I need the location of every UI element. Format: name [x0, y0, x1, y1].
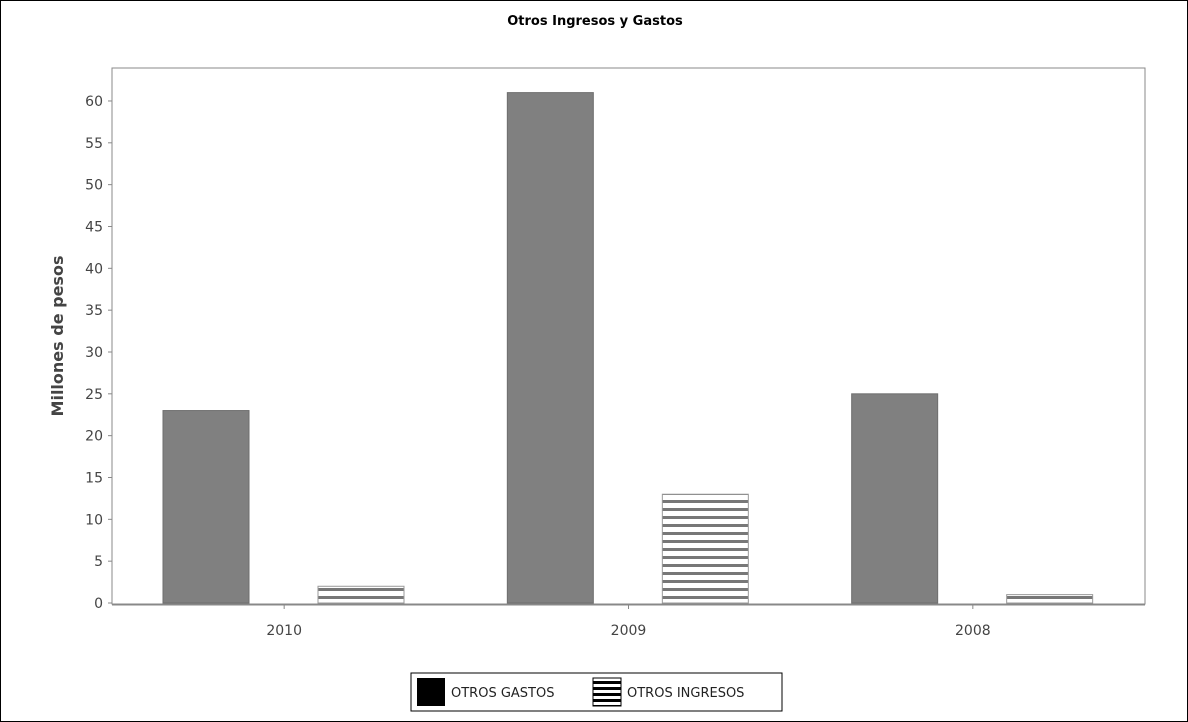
legend-swatch-otros-gastos [417, 678, 445, 706]
y-tick-label: 15 [85, 470, 103, 486]
x-axis-ticks: 2010 2009 2008 [112, 604, 1145, 639]
legend-swatch-otros-ingresos [592, 677, 622, 707]
bar-otros-ingresos-2008 [1006, 594, 1094, 604]
y-tick-label: 5 [94, 554, 103, 570]
y-tick-label: 55 [85, 136, 103, 152]
x-tick-label: 2009 [611, 623, 647, 639]
y-tick-label: 50 [85, 178, 103, 194]
y-axis-label: Millones de pesos [48, 256, 67, 417]
bar-otros-ingresos-2009 [661, 493, 749, 604]
y-tick-label: 35 [85, 303, 103, 319]
bar-otros-ingresos-2010 [317, 585, 405, 604]
y-tick-label: 10 [85, 512, 103, 528]
y-tick-label: 60 [85, 94, 103, 110]
plot-area [111, 67, 1146, 605]
y-tick-label: 25 [85, 387, 103, 403]
chart-title: Otros Ingresos y Gastos [507, 14, 683, 29]
y-tick-label: 30 [85, 345, 103, 361]
bar-otros-gastos-2010 [162, 410, 250, 604]
bar-otros-gastos-2009 [506, 92, 594, 604]
legend-label-otros-gastos: OTROS GASTOS [451, 686, 554, 701]
legend-label-otros-ingresos: OTROS INGRESOS [627, 686, 744, 701]
x-tick-label: 2008 [955, 623, 991, 639]
legend: OTROS GASTOS OTROS INGRESOS [410, 672, 783, 712]
y-axis-ticks: 0 5 10 15 20 25 30 35 40 45 50 55 60 [85, 94, 112, 612]
y-tick-label: 40 [85, 261, 103, 277]
y-tick-label: 0 [94, 596, 103, 612]
bar-series [162, 92, 1094, 604]
y-tick-label: 20 [85, 429, 103, 445]
bar-otros-gastos-2008 [851, 393, 939, 604]
y-tick-label: 45 [85, 219, 103, 235]
x-tick-label: 2010 [266, 623, 302, 639]
